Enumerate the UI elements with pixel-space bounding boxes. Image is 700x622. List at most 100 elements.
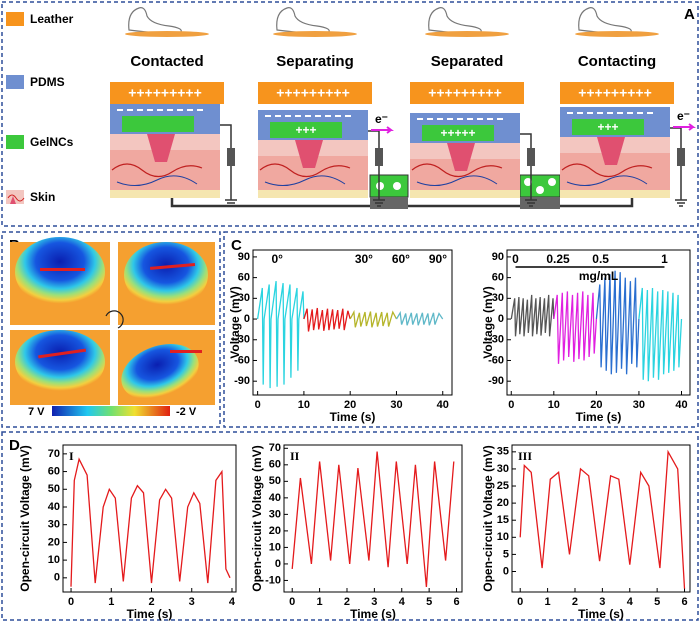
vessel: [259, 163, 351, 178]
panel-label: D: [9, 437, 20, 454]
y-tick-label: -30: [488, 334, 504, 346]
y-axis-label: Open-circuit Voltage (mV): [250, 445, 264, 591]
chart-label: II: [290, 449, 300, 463]
panel-label: A: [684, 6, 695, 23]
vessel: [411, 163, 503, 178]
simulation-image: [118, 330, 215, 405]
y-tick-label: 40: [48, 501, 60, 513]
series-label: 0.5: [592, 252, 609, 266]
series-label: 30°: [355, 252, 373, 266]
gelncs-layer: [270, 122, 342, 138]
x-tick-label: 1: [545, 596, 551, 608]
y-axis-label: Voltage (mV): [228, 286, 242, 358]
x-tick-label: 2: [572, 596, 578, 608]
cycle-icon: [105, 310, 124, 329]
x-tick-label: 0: [68, 596, 74, 608]
stage-title: Separating: [276, 53, 354, 70]
y-tick-label: 0: [244, 313, 250, 325]
insole: [575, 31, 659, 37]
gel-charge: +++: [597, 120, 618, 134]
leather-charge: +++++++++: [276, 85, 350, 101]
legend-swatch: [6, 190, 25, 204]
x-tick-label: 0: [517, 596, 523, 608]
microneedle: [447, 143, 475, 171]
series-line: [291, 451, 455, 588]
resistor: [677, 148, 685, 166]
vessel: [264, 175, 346, 186]
x-tick-label: 0: [289, 596, 295, 608]
panel-a-frame: [1, 1, 699, 227]
x-tick-label: 20: [590, 399, 602, 411]
series-line: [595, 270, 640, 375]
y-tick-label: 50: [269, 475, 281, 487]
x-tick-label: 2: [148, 596, 154, 608]
y-tick-label: 20: [497, 497, 509, 509]
y-tick-label: 0: [275, 558, 281, 570]
vessel: [416, 175, 498, 186]
x-tick-label: 0: [255, 399, 261, 411]
y-tick-label: 60: [269, 459, 281, 471]
y-tick-label: -60: [488, 354, 504, 366]
x-tick-label: 30: [633, 399, 645, 411]
legend-label: Skin: [30, 190, 55, 204]
series-line: [70, 457, 231, 587]
y-tick-label: 50: [48, 483, 60, 495]
skin-layer: [410, 190, 520, 198]
y-tick-label: -90: [488, 375, 504, 387]
x-tick-label: 0: [508, 399, 514, 411]
stage-title: Separated: [431, 53, 504, 70]
circuit: [670, 127, 687, 207]
y-tick-label: 30: [238, 292, 250, 304]
y-tick-label: -30: [234, 334, 250, 346]
x-tick-label: 10: [298, 399, 310, 411]
y-tick-label: 15: [497, 514, 509, 526]
series-line: [510, 294, 555, 337]
x-tick-label: 3: [599, 596, 605, 608]
microneedle: [147, 134, 175, 162]
circuit: [220, 124, 237, 207]
y-tick-label: 70: [269, 442, 281, 454]
series-label: 1: [661, 252, 668, 266]
vessel: [116, 175, 198, 186]
insole: [425, 31, 509, 37]
electron-label: e⁻: [375, 112, 388, 126]
y-tick-label: 5: [503, 548, 509, 560]
y-tick-label: 35: [497, 446, 509, 458]
skin-layer: [560, 190, 670, 198]
x-tick-label: 10: [548, 399, 560, 411]
insole: [125, 31, 209, 37]
leather-charge: +++++++++: [428, 85, 502, 101]
series-line: [519, 449, 686, 589]
x-tick-label: 3: [371, 596, 377, 608]
series-line: [553, 291, 598, 364]
y-tick-label: 25: [497, 480, 509, 492]
panel-b-frame: [1, 231, 221, 428]
gel-charge: +++++: [440, 126, 475, 140]
series-line: [256, 281, 305, 389]
y-tick-label: 60: [492, 272, 504, 284]
circuit: [520, 133, 537, 207]
x-tick-label: 40: [675, 399, 687, 411]
y-axis-label: Open-circuit Voltage (mV): [18, 445, 32, 591]
y-tick-label: 0: [503, 565, 509, 577]
simulation-image: [10, 330, 110, 405]
panel-d-frame: [1, 431, 699, 621]
x-axis-label: Time (s): [576, 410, 622, 424]
y-tick-label: 60: [238, 272, 250, 284]
x-axis-label: Time (s): [578, 607, 624, 621]
panel-label: C: [231, 237, 242, 254]
skin-layer: [258, 190, 368, 198]
y-tick-label: 0: [54, 572, 60, 584]
colorbar-label: 7 V: [28, 406, 45, 418]
x-tick-label: 2: [344, 596, 350, 608]
leather-layer: [110, 82, 224, 104]
x-tick-label: 3: [189, 596, 195, 608]
leather-charge: +++++++++: [578, 85, 652, 101]
microneedle: [295, 140, 323, 168]
x-axis-label: Time (s): [127, 607, 173, 621]
leather-layer: [410, 82, 524, 104]
y-tick-label: 0: [498, 313, 504, 325]
stage-title: Contacted: [130, 53, 203, 70]
foot-icon: [428, 7, 482, 35]
